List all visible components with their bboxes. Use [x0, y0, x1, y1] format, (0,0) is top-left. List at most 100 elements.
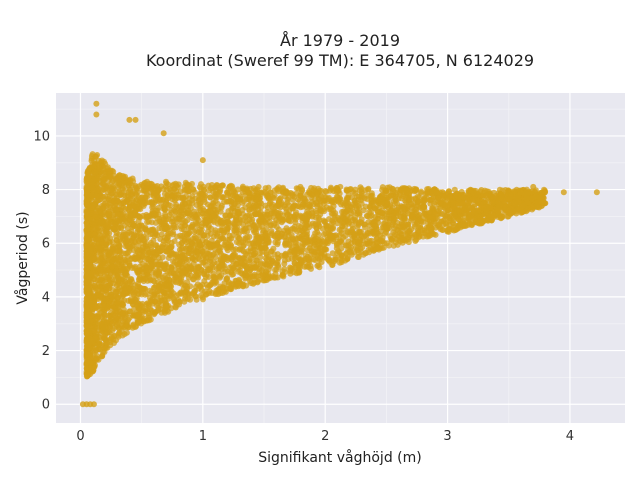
data-point: [224, 192, 231, 198]
data-point: [156, 274, 163, 280]
data-point: [249, 216, 256, 223]
data-point: [307, 263, 314, 270]
data-point: [313, 225, 320, 232]
data-point: [176, 241, 183, 248]
data-point: [257, 260, 264, 266]
data-point: [107, 204, 114, 211]
data-point: [342, 257, 349, 264]
data-point: [437, 210, 444, 217]
data-point: [274, 241, 281, 248]
data-point: [492, 192, 499, 199]
data-point: [253, 229, 260, 236]
data-point: [420, 203, 427, 209]
data-point: [382, 194, 389, 201]
data-point: [116, 242, 123, 249]
data-point: [326, 216, 332, 222]
data-point: [356, 211, 363, 218]
data-point: [188, 272, 195, 279]
data-point: [165, 230, 172, 237]
data-point: [183, 181, 190, 188]
data-point: [287, 264, 293, 271]
data-point: [101, 158, 107, 165]
data-point: [258, 267, 265, 273]
data-point: [128, 276, 135, 283]
data-point: [115, 180, 122, 187]
data-point: [364, 238, 371, 245]
data-point: [101, 196, 108, 203]
data-point: [199, 259, 206, 266]
data-point: [289, 192, 296, 199]
data-point: [123, 231, 130, 238]
data-point: [168, 292, 175, 299]
data-point: [116, 231, 122, 238]
data-point: [253, 257, 260, 264]
data-point: [313, 245, 320, 252]
data-point: [186, 245, 193, 252]
data-point: [124, 237, 131, 244]
data-point: [88, 300, 95, 307]
data-point: [249, 273, 256, 280]
data-point: [354, 232, 361, 239]
data-point: [103, 284, 110, 291]
data-point: [354, 238, 361, 245]
data-point: [236, 196, 243, 203]
data-point: [95, 341, 102, 348]
data-point: [181, 187, 188, 194]
data-point: [171, 224, 178, 231]
data-point: [88, 153, 95, 159]
data-point: [484, 215, 491, 222]
data-point: [91, 327, 98, 334]
data-points: [79, 100, 600, 408]
data-point: [187, 224, 194, 231]
data-point: [445, 207, 452, 214]
data-point: [110, 198, 117, 205]
data-point: [224, 257, 231, 264]
data-point: [229, 185, 236, 192]
data-point: [296, 223, 303, 229]
data-point: [397, 214, 404, 221]
data-point: [121, 192, 128, 199]
data-point: [336, 190, 343, 197]
data-point: [274, 258, 281, 265]
data-point: [368, 198, 375, 204]
data-point: [135, 194, 142, 201]
data-point: [218, 235, 225, 242]
data-point: [155, 288, 162, 294]
data-point: [498, 194, 505, 201]
data-point: [424, 186, 431, 193]
data-point: [104, 330, 111, 336]
data-point: [120, 311, 127, 318]
data-point: [372, 214, 379, 221]
data-point: [243, 218, 250, 225]
data-point: [114, 211, 121, 218]
data-point: [234, 281, 241, 287]
data-point: [400, 221, 407, 228]
data-point: [178, 207, 185, 214]
data-point: [108, 251, 115, 258]
data-point: [295, 213, 302, 220]
data-point: [139, 260, 146, 267]
data-point: [188, 240, 195, 247]
data-point: [221, 265, 228, 272]
data-point: [139, 201, 146, 208]
data-point: [432, 231, 439, 238]
data-point: [103, 340, 110, 347]
data-point: [239, 183, 246, 190]
data-point: [308, 251, 314, 258]
data-point: [324, 226, 331, 233]
data-point: [179, 252, 185, 259]
data-point: [304, 231, 310, 238]
data-point: [116, 248, 122, 255]
data-point: [362, 187, 369, 194]
data-point: [301, 196, 308, 203]
data-point: [173, 195, 179, 202]
data-point: [275, 264, 282, 270]
data-point: [83, 324, 90, 330]
data-point: [113, 237, 120, 244]
data-point: [127, 298, 134, 305]
data-point: [469, 196, 476, 203]
data-point: [120, 283, 127, 290]
data-point: [246, 257, 253, 264]
data-point: [358, 249, 365, 256]
data-point: [263, 268, 270, 275]
